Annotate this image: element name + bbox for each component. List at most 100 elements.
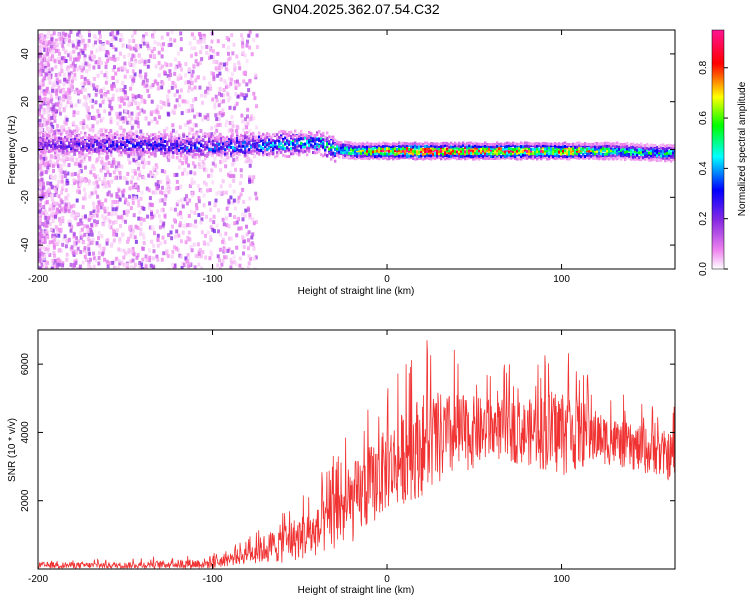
- spectrogram-cell: [137, 264, 141, 269]
- spectrogram-cell: [270, 135, 273, 139]
- spectrogram-cell: [128, 61, 131, 66]
- spectrogram-cell: [76, 144, 79, 148]
- spectrogram-cell: [137, 112, 141, 116]
- spectrogram-cell: [52, 201, 56, 206]
- spectrogram-cell: [134, 224, 138, 229]
- spectrogram-cell: [600, 142, 603, 145]
- spectrogram-cell: [404, 153, 407, 157]
- spectrogram-cell: [118, 240, 122, 244]
- spectrogram-cell: [67, 72, 71, 77]
- spectrogram-cell: [166, 181, 170, 186]
- spectrogram-cell: [191, 161, 195, 166]
- spectrogram-cell: [171, 249, 175, 254]
- spectrogram-cell: [504, 156, 507, 160]
- spectrogram-cell: [39, 160, 43, 164]
- spectrogram-cell: [58, 72, 62, 77]
- spectrogram-cell: [422, 152, 425, 156]
- spectrogram-cell: [197, 75, 200, 80]
- spectrogram-cell: [360, 149, 363, 153]
- spectrogram-cell: [143, 59, 147, 64]
- spectrogram-cell: [396, 152, 399, 156]
- spectrogram-cell: [127, 157, 131, 162]
- spectrogram-cell: [204, 89, 208, 94]
- spectrogram-cell: [236, 151, 239, 155]
- spectrogram-cell: [656, 146, 659, 150]
- spectrogram-cell: [464, 154, 467, 158]
- spectrogram-cell: [118, 111, 122, 116]
- spectrogram-cell: [578, 154, 581, 158]
- spectrogram-cell: [388, 144, 391, 148]
- spectrogram-cell: [154, 145, 157, 149]
- spectrogram-cell: [55, 40, 59, 45]
- spectrogram-cell: [396, 154, 399, 158]
- spectrogram-cell: [92, 173, 96, 177]
- spectrogram-cell: [190, 191, 194, 196]
- spectrogram-cell: [59, 103, 63, 108]
- spectrogram-cell: [466, 149, 469, 153]
- spectrogram-cell: [209, 235, 213, 239]
- spectrogram-cell: [183, 99, 187, 104]
- spectrogram-cell: [632, 157, 635, 161]
- spectrogram-cell: [47, 130, 51, 135]
- spectrogram-cell: [222, 158, 226, 163]
- spectrogram-cell: [247, 254, 251, 259]
- spectrogram-cell: [486, 152, 489, 156]
- spectrogram-cell: [176, 147, 179, 151]
- spectrogram-cell: [104, 198, 108, 203]
- spectrogram-cell: [224, 150, 227, 154]
- spectrogram-cell: [129, 224, 133, 229]
- spectrogram-cell: [300, 133, 303, 137]
- spectrogram-cell: [648, 151, 651, 155]
- spectrogram-cell: [56, 136, 59, 140]
- spectrogram-cell: [172, 218, 176, 223]
- spectrogram-cell: [74, 139, 77, 143]
- spectrogram-cell: [316, 138, 319, 141]
- spectrogram-cell: [117, 265, 121, 269]
- spectrogram-cell: [328, 151, 331, 155]
- spectrogram-cell: [62, 143, 65, 147]
- spectrogram-cell: [131, 185, 135, 190]
- spectrogram-cell: [238, 263, 242, 268]
- spectrogram-cell: [153, 213, 157, 218]
- spectrogram-cell: [452, 146, 455, 150]
- spectrogram-cell: [57, 167, 61, 172]
- spectrogram-cell: [77, 222, 81, 227]
- spectrogram-cell: [112, 170, 116, 175]
- spectrogram-cell: [430, 142, 433, 145]
- spectrogram-cell: [234, 140, 237, 144]
- spectrogram-cell: [64, 144, 67, 148]
- spectrogram-cell: [61, 33, 65, 38]
- spectrogram-cell: [196, 146, 199, 150]
- spectrogram-cell: [73, 57, 76, 62]
- spectrogram-cell: [424, 154, 427, 158]
- spectrogram-cell: [97, 236, 100, 241]
- spectrogram-cell: [185, 140, 189, 145]
- spectrogram-cell: [184, 139, 187, 143]
- spectrogram-cell: [46, 244, 50, 249]
- spectrogram-cell: [538, 142, 541, 146]
- spectrogram-cell: [298, 151, 301, 155]
- spectrogram-cell: [408, 156, 411, 160]
- spectrogram-cell: [406, 144, 409, 147]
- spectrogram-cell: [220, 155, 224, 159]
- spectrogram-cell: [152, 151, 155, 155]
- spectrogram-cell: [80, 234, 84, 239]
- spectrogram-cell: [160, 47, 164, 52]
- spectrogram-cell: [414, 144, 417, 148]
- spectrogram-cell: [256, 147, 259, 151]
- spectrogram-cell: [94, 210, 98, 215]
- spectrogram-cell: [474, 141, 477, 145]
- spectrogram-cell: [246, 131, 249, 134]
- spectrogram-cell: [174, 186, 178, 191]
- spectrogram-cell: [110, 139, 113, 143]
- spectrogram-cell: [80, 34, 84, 39]
- spectrogram-cell: [116, 132, 119, 136]
- spectrogram-cell: [336, 142, 339, 146]
- spectrogram-cell: [101, 43, 105, 48]
- spectrogram-cell: [284, 142, 287, 146]
- spectrogram-cell: [76, 56, 80, 61]
- spectrogram-cell: [194, 145, 197, 149]
- spectrogram-cell: [212, 139, 215, 143]
- spectrogram-cell: [55, 88, 59, 93]
- spectrogram-cell: [64, 104, 68, 109]
